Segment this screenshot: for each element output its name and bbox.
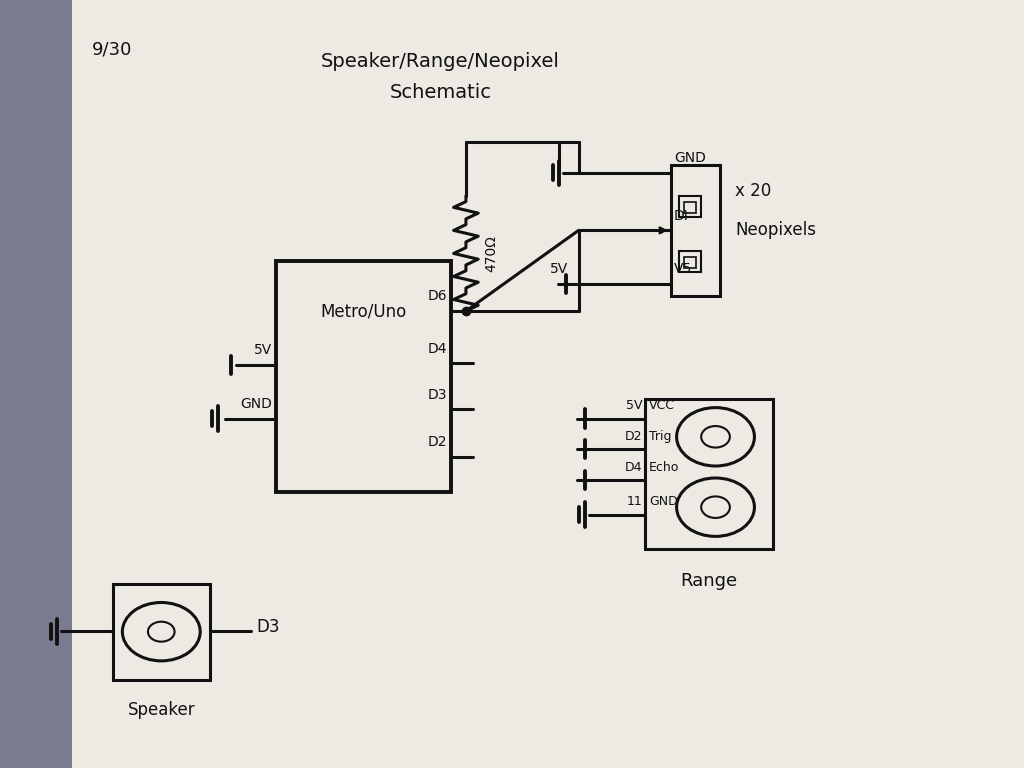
Text: GND: GND <box>674 151 706 165</box>
Text: 470Ω: 470Ω <box>484 235 499 272</box>
Bar <box>645 399 773 549</box>
Text: GND: GND <box>649 495 678 508</box>
Bar <box>684 257 696 268</box>
Text: Echo: Echo <box>649 461 680 474</box>
Text: Range: Range <box>681 572 737 591</box>
Text: 5V: 5V <box>626 399 642 412</box>
Text: D2: D2 <box>428 435 447 449</box>
Text: Neopixels: Neopixels <box>735 221 816 240</box>
Text: 5V: 5V <box>254 343 272 357</box>
Text: 11: 11 <box>627 495 642 508</box>
Text: Speaker/Range/Neopixel: Speaker/Range/Neopixel <box>321 52 560 71</box>
Text: Metro/Uno: Metro/Uno <box>321 303 407 321</box>
Text: D4: D4 <box>625 461 642 474</box>
Bar <box>679 250 701 272</box>
Bar <box>679 196 701 217</box>
Text: 9/30: 9/30 <box>92 41 132 59</box>
Text: D4: D4 <box>428 342 447 356</box>
Text: D3: D3 <box>256 618 280 637</box>
Polygon shape <box>72 0 1024 768</box>
Bar <box>276 261 451 492</box>
Text: 5V: 5V <box>550 263 568 276</box>
Text: V5: V5 <box>674 263 692 276</box>
Text: x 20: x 20 <box>735 182 771 200</box>
Text: Speaker: Speaker <box>127 701 196 720</box>
Bar <box>113 584 210 680</box>
Text: DI: DI <box>674 209 688 223</box>
Text: Schematic: Schematic <box>389 83 492 101</box>
Text: D3: D3 <box>428 388 447 402</box>
Bar <box>684 202 696 214</box>
Text: D2: D2 <box>625 430 642 443</box>
Bar <box>671 165 720 296</box>
Text: VCC: VCC <box>649 399 675 412</box>
Text: Trig: Trig <box>649 430 672 443</box>
Text: D6: D6 <box>428 290 447 303</box>
Text: GND: GND <box>241 397 272 411</box>
